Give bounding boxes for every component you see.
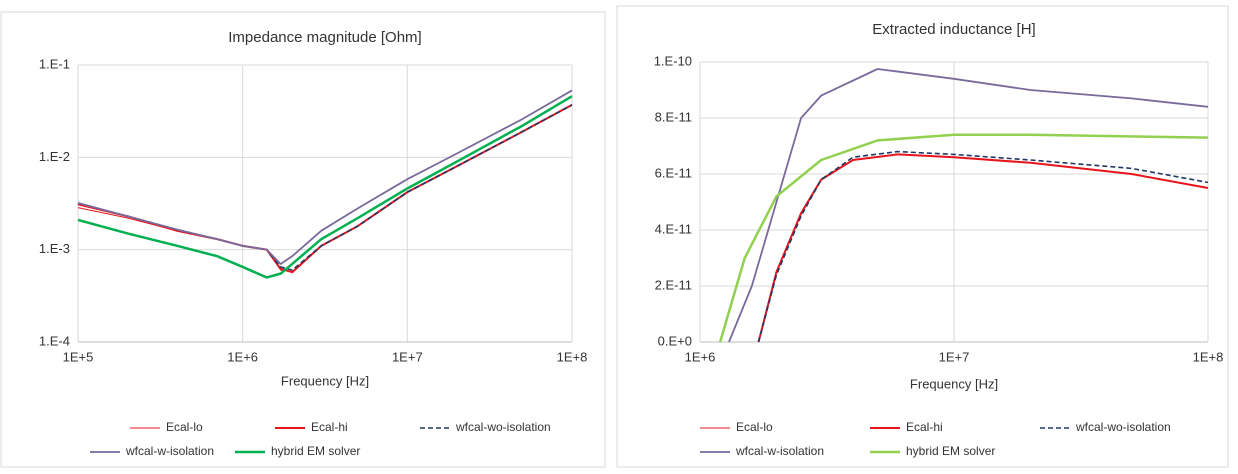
- legend-label: hybrid EM solver: [906, 444, 995, 458]
- series-line: [757, 153, 1209, 343]
- y-tick-label: 4.E-11: [655, 221, 692, 236]
- y-tick-label: 0.E+0: [658, 333, 692, 348]
- y-tick-label: 1.E-10: [654, 53, 692, 68]
- legend-label: Ecal-lo: [166, 420, 203, 434]
- x-tick-label: 1E+6: [227, 349, 258, 364]
- legend-label: hybrid EM solver: [271, 444, 360, 458]
- x-tick-label: 1E+5: [63, 349, 94, 364]
- series-line: [77, 89, 573, 265]
- y-tick-label: 1.E-2: [39, 149, 70, 164]
- x-tick-label: 1E+8: [1193, 349, 1224, 364]
- series-line: [757, 150, 1209, 343]
- y-tick-label: 1.E-3: [39, 241, 70, 256]
- y-tick-label: 8.E-11: [655, 109, 692, 124]
- series-line: [77, 103, 573, 274]
- y-tick-label: 1.E-1: [39, 56, 70, 71]
- x-tick-label: 1E+7: [392, 349, 423, 364]
- series-line: [728, 68, 1209, 343]
- x-tick-label: 1E+8: [557, 349, 588, 364]
- y-tick-label: 1.E-4: [39, 333, 70, 348]
- x-tick-label: 1E+7: [939, 349, 970, 364]
- legend-label: wfcal-w-isolation: [735, 444, 824, 458]
- series-line: [77, 95, 573, 279]
- series-line: [718, 133, 1209, 343]
- legend-label: wfcal-wo-isolation: [1075, 420, 1171, 434]
- chart-title: Extracted inductance [H]: [872, 21, 1035, 38]
- legend-label: wfcal-w-isolation: [125, 444, 214, 458]
- legend-label: Ecal-lo: [736, 420, 773, 434]
- legend-label: Ecal-hi: [906, 420, 943, 434]
- x-axis-label: Frequency [Hz]: [281, 373, 369, 388]
- legend-label: Ecal-hi: [311, 420, 348, 434]
- chart-panel: [616, 5, 1229, 468]
- x-tick-label: 1E+6: [685, 349, 716, 364]
- x-axis-label: Frequency [Hz]: [910, 376, 998, 391]
- y-tick-label: 2.E-11: [655, 277, 692, 292]
- chart-title: Impedance magnitude [Ohm]: [228, 29, 421, 46]
- y-tick-label: 6.E-11: [655, 165, 692, 180]
- chart-panel: [0, 11, 606, 468]
- legend-label: wfcal-wo-isolation: [455, 420, 551, 434]
